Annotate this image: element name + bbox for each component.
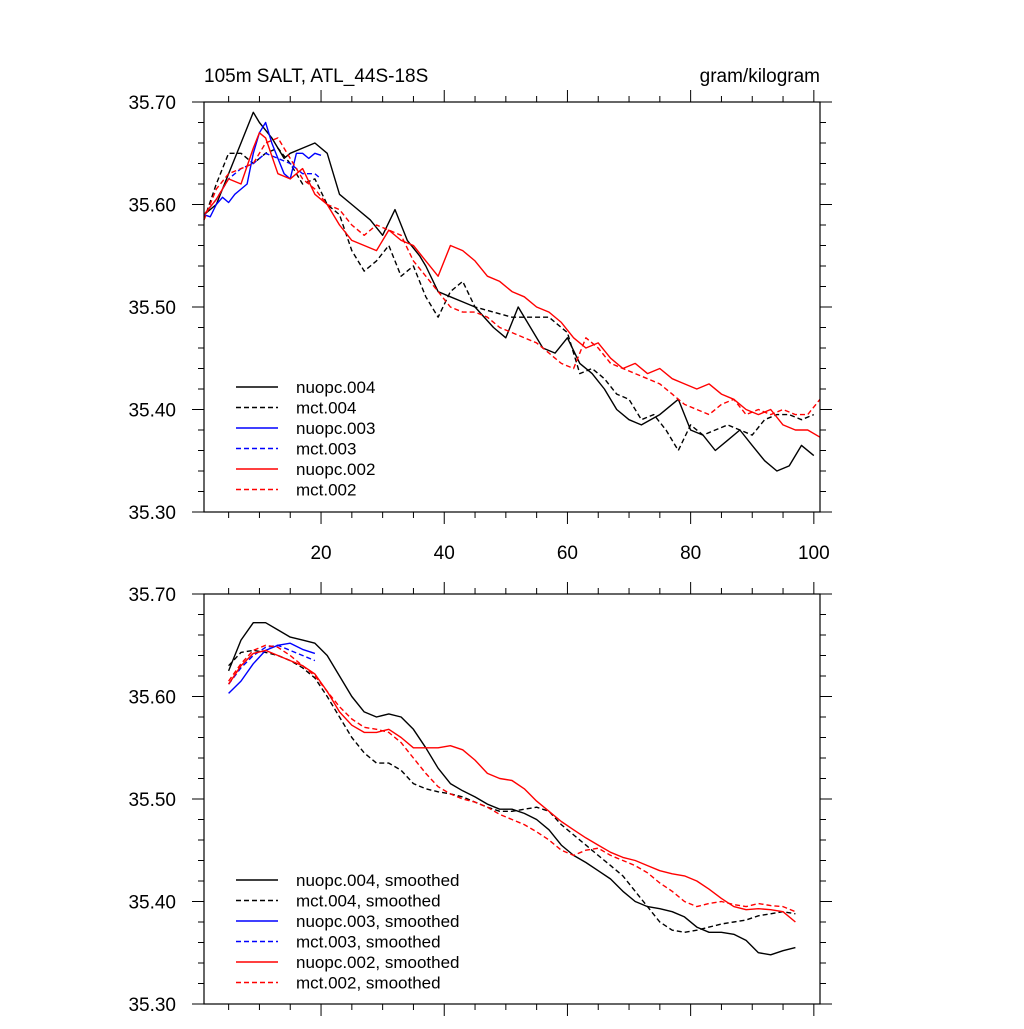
y-tick-label: 35.30 [128,995,176,1016]
y-tick-label: 35.50 [128,298,176,319]
legend-label: mct.003 [296,440,356,459]
bottom-panel: 35.30 35.40 35.50 35.60 35.70 nuopc.004, smo… [128,582,832,1016]
legend-label: nuopc.003 [296,419,375,438]
series-line-mct-002 [203,137,821,416]
legend-label: mct.002, smoothed [296,974,441,993]
legend-label: nuopc.002, smoothed [296,953,460,972]
x-tick-label: 60 [557,543,578,564]
series-line-mct-004-smoothed [228,649,796,933]
top-axes-ticks [192,90,832,524]
legend-label: nuopc.004 [296,378,375,397]
top-x-tick-labels: 20 40 60 80 100 [310,543,829,564]
legend-label: mct.003, smoothed [296,933,441,952]
top-y-tick-labels: 35.30 35.40 35.50 35.60 35.70 [128,93,176,524]
y-tick-label: 35.60 [128,196,176,217]
bottom-plot-frame [203,593,821,1005]
legend-label: nuopc.004, smoothed [296,871,460,890]
series-line-nuopc-003-smoothed [228,642,316,694]
top-panel: 105m SALT, ATL_44S-18S gram/kilogram 35.… [128,66,832,564]
y-tick-label: 35.40 [128,401,176,422]
legend-label: mct.002 [296,481,356,500]
y-tick-label: 35.30 [128,503,176,524]
y-tick-label: 35.70 [128,585,176,606]
bottom-series [227,622,796,956]
legend-label: mct.004 [296,399,356,418]
legend-label: mct.004, smoothed [296,892,441,911]
bottom-axes-ticks [192,582,832,1016]
x-tick-label: 20 [310,543,331,564]
top-series [203,111,821,472]
series-line-nuopc-002 [203,132,821,438]
series-line-nuopc-003 [203,121,322,218]
legend-label: nuopc.003, smoothed [296,912,460,931]
top-plot-frame [203,101,821,513]
legend-label: nuopc.002 [296,460,375,479]
y-tick-label: 35.60 [128,688,176,709]
x-tick-label: 40 [434,543,455,564]
bottom-y-tick-labels: 35.30 35.40 35.50 35.60 35.70 [128,585,176,1016]
series-line-nuopc-004 [203,111,815,472]
chart-title: 105m SALT, ATL_44S-18S [204,66,428,87]
series-line-mct-002-smoothed [228,644,796,913]
chart-units: gram/kilogram [700,66,820,87]
x-tick-label: 80 [680,543,701,564]
y-tick-label: 35.70 [128,93,176,114]
y-tick-label: 35.40 [128,893,176,914]
y-tick-label: 35.50 [128,790,176,811]
x-tick-label: 100 [798,543,830,564]
series-line-mct-004 [203,147,815,452]
